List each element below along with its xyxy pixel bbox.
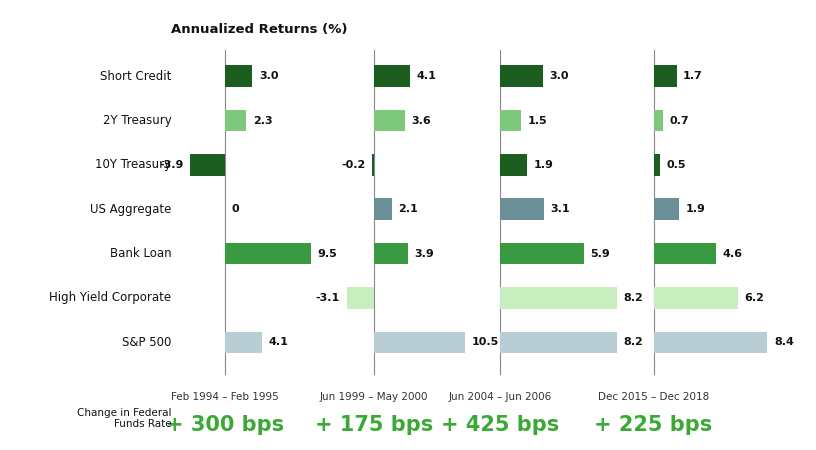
FancyBboxPatch shape — [500, 154, 527, 176]
Text: Dec 2015 – Dec 2018: Dec 2015 – Dec 2018 — [598, 392, 709, 401]
Text: 3.0: 3.0 — [549, 71, 569, 81]
Text: 9.5: 9.5 — [317, 248, 338, 259]
Text: + 225 bps: + 225 bps — [594, 415, 712, 435]
FancyBboxPatch shape — [374, 198, 392, 220]
Text: 3.9: 3.9 — [415, 248, 434, 259]
FancyBboxPatch shape — [374, 332, 465, 353]
Text: 2.3: 2.3 — [253, 116, 273, 126]
FancyBboxPatch shape — [654, 287, 738, 309]
Text: 1.7: 1.7 — [683, 71, 703, 81]
Text: 1.9: 1.9 — [534, 160, 553, 170]
FancyBboxPatch shape — [225, 332, 263, 353]
Text: 10.5: 10.5 — [472, 338, 499, 347]
Text: Annualized Returns (%): Annualized Returns (%) — [171, 23, 348, 36]
FancyBboxPatch shape — [374, 243, 408, 265]
Text: + 425 bps: + 425 bps — [441, 415, 559, 435]
Text: 0.5: 0.5 — [667, 160, 686, 170]
Text: 3.1: 3.1 — [551, 204, 570, 214]
FancyBboxPatch shape — [374, 110, 406, 131]
FancyBboxPatch shape — [190, 154, 225, 176]
Text: Bank Loan: Bank Loan — [109, 247, 171, 260]
Text: -0.2: -0.2 — [341, 160, 366, 170]
Text: 10Y Treasury: 10Y Treasury — [95, 158, 171, 171]
FancyBboxPatch shape — [372, 154, 374, 176]
FancyBboxPatch shape — [654, 332, 767, 353]
FancyBboxPatch shape — [500, 287, 617, 309]
Text: 0.7: 0.7 — [670, 116, 690, 126]
FancyBboxPatch shape — [347, 287, 374, 309]
FancyBboxPatch shape — [654, 198, 679, 220]
Text: Jun 2004 – Jun 2006: Jun 2004 – Jun 2006 — [448, 392, 552, 401]
FancyBboxPatch shape — [225, 110, 246, 131]
Text: -3.1: -3.1 — [316, 293, 340, 303]
FancyBboxPatch shape — [654, 243, 716, 265]
Text: Feb 1994 – Feb 1995: Feb 1994 – Feb 1995 — [171, 392, 279, 401]
Text: 8.2: 8.2 — [623, 338, 643, 347]
FancyBboxPatch shape — [374, 65, 410, 87]
Text: 4.1: 4.1 — [416, 71, 436, 81]
Text: 8.2: 8.2 — [623, 293, 643, 303]
Text: High Yield Corporate: High Yield Corporate — [49, 292, 171, 305]
Text: Short Credit: Short Credit — [100, 70, 171, 83]
Text: S&P 500: S&P 500 — [122, 336, 171, 349]
Text: + 300 bps: + 300 bps — [166, 415, 285, 435]
Text: 2.1: 2.1 — [398, 204, 419, 214]
Text: 3.0: 3.0 — [259, 71, 278, 81]
FancyBboxPatch shape — [225, 65, 252, 87]
Text: Jun 1999 – May 2000: Jun 1999 – May 2000 — [319, 392, 428, 401]
Text: 5.9: 5.9 — [591, 248, 610, 259]
Text: 2Y Treasury: 2Y Treasury — [103, 114, 171, 127]
FancyBboxPatch shape — [500, 65, 543, 87]
Text: Change in Federal
Funds Rate: Change in Federal Funds Rate — [77, 408, 171, 429]
FancyBboxPatch shape — [500, 110, 521, 131]
Text: 4.1: 4.1 — [269, 338, 289, 347]
FancyBboxPatch shape — [654, 110, 663, 131]
Text: US Aggregate: US Aggregate — [90, 203, 171, 216]
Text: + 175 bps: + 175 bps — [314, 415, 432, 435]
Text: 6.2: 6.2 — [744, 293, 764, 303]
FancyBboxPatch shape — [500, 243, 584, 265]
FancyBboxPatch shape — [500, 198, 544, 220]
FancyBboxPatch shape — [500, 332, 617, 353]
Text: -3.9: -3.9 — [159, 160, 184, 170]
Text: 8.4: 8.4 — [774, 338, 794, 347]
Text: 1.5: 1.5 — [528, 116, 548, 126]
Text: 1.9: 1.9 — [685, 204, 706, 214]
FancyBboxPatch shape — [654, 65, 676, 87]
FancyBboxPatch shape — [225, 243, 311, 265]
Text: 3.6: 3.6 — [412, 116, 432, 126]
Text: 0: 0 — [232, 204, 239, 214]
Text: 4.6: 4.6 — [722, 248, 743, 259]
FancyBboxPatch shape — [654, 154, 660, 176]
